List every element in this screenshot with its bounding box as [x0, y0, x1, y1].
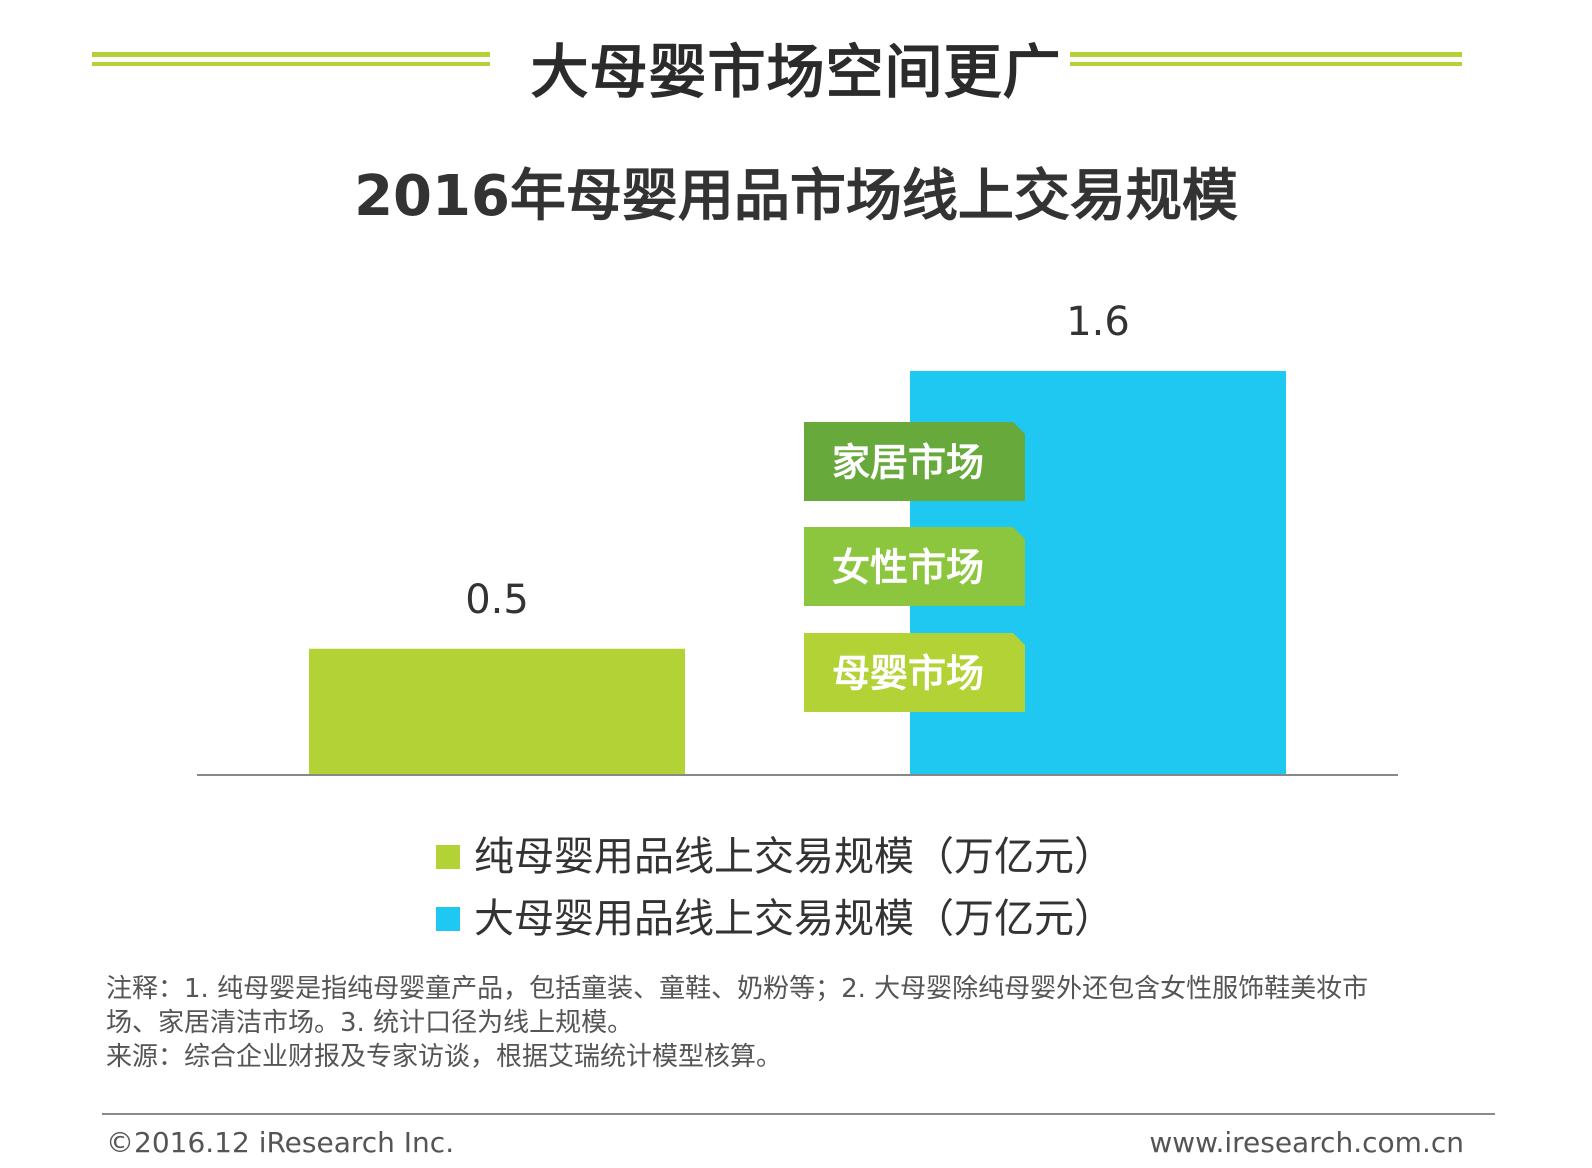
source-line: 来源：综合企业财报及专家访谈，根据艾瑞统计模型核算。	[106, 1042, 783, 1072]
header-rule-right	[1070, 52, 1462, 66]
chart-legend: 纯母婴用品线上交易规模（万亿元） 大母婴用品线上交易规模（万亿元）	[436, 826, 1114, 950]
note-line-2: 场、家居清洁市场。3. 统计口径为线上规模。	[106, 1008, 634, 1038]
note-line-1: 注释：1. 纯母婴是指纯母婴童产品，包括童装、童鞋、奶粉等；2. 大母婴除纯母婴…	[106, 974, 1369, 1004]
segment-tag-label-baby: 母婴市场	[832, 652, 984, 696]
page-headline: 大母婴市场空间更广	[530, 38, 1062, 106]
header-rule-left	[92, 52, 490, 66]
legend-item-pure: 纯母婴用品线上交易规模（万亿元）	[436, 826, 1114, 888]
segment-tag-baby: 母婴市场	[804, 633, 1025, 712]
value-label-pure: 0.5	[465, 577, 529, 623]
footer-website: www.iresearch.com.cn	[1149, 1126, 1464, 1159]
legend-swatch-broad	[436, 907, 460, 931]
legend-label-broad: 大母婴用品线上交易规模（万亿元）	[474, 896, 1114, 942]
bar-pure	[309, 648, 685, 775]
legend-swatch-pure	[436, 845, 460, 869]
segment-tag-label-home: 家居市场	[832, 441, 984, 485]
segment-tag-women: 女性市场	[804, 527, 1025, 606]
chart-title: 2016年母婴用品市场线上交易规模	[354, 164, 1238, 229]
segment-tag-home: 家居市场	[804, 422, 1025, 501]
legend-item-broad: 大母婴用品线上交易规模（万亿元）	[436, 888, 1114, 950]
value-label-broad: 1.6	[1066, 299, 1130, 345]
footer-rule	[102, 1113, 1495, 1115]
legend-label-pure: 纯母婴用品线上交易规模（万亿元）	[474, 834, 1114, 880]
footer-copyright: ©2016.12 iResearch Inc.	[106, 1126, 455, 1159]
segment-tag-label-women: 女性市场	[832, 546, 984, 590]
